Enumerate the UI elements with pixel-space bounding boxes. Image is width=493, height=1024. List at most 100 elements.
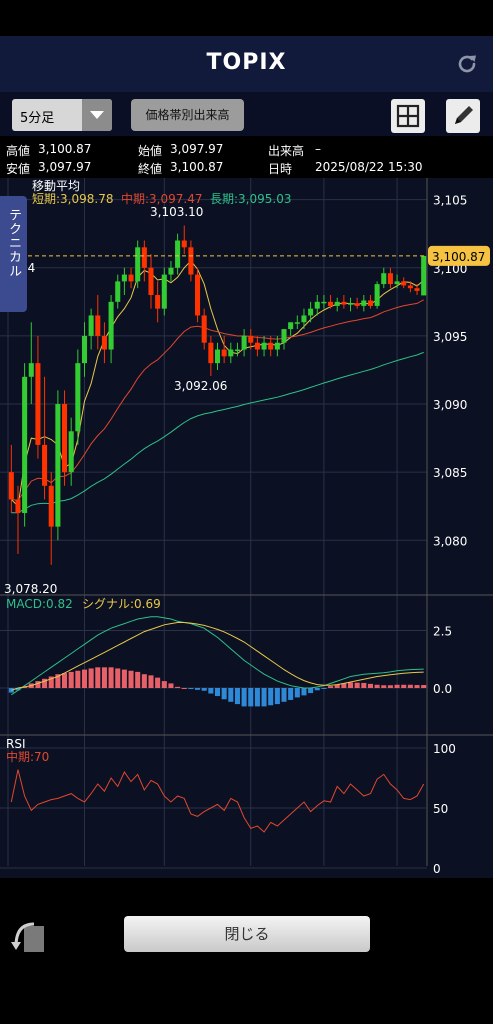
macd-histogram-bar xyxy=(121,669,127,688)
candle-body xyxy=(234,349,240,352)
long-ma-legend: 長期:3,095.03 xyxy=(210,192,291,206)
candle-body xyxy=(95,315,101,336)
candle-body xyxy=(8,472,14,500)
macd-histogram-bar xyxy=(201,688,207,691)
status-bar xyxy=(0,0,493,36)
candle-body xyxy=(35,363,41,445)
signal-line xyxy=(11,622,424,691)
candle-body xyxy=(201,315,207,343)
close-button[interactable]: 閉じる xyxy=(124,916,370,952)
candle-body xyxy=(274,342,280,350)
interval-dropdown[interactable]: 5分足 xyxy=(12,99,112,131)
chart-toolbar: 5分足 価格帯別出来高 xyxy=(0,92,493,136)
candle-body xyxy=(55,404,61,527)
open-value: 3,097.97 xyxy=(170,142,224,156)
macd-histogram-bar xyxy=(214,688,221,697)
candle-body xyxy=(115,281,121,302)
volume-value: – xyxy=(315,142,321,156)
macd-histogram-bar xyxy=(374,684,380,688)
macd-histogram-bar xyxy=(241,688,247,707)
macd-histogram-bar xyxy=(328,686,334,688)
macd-histogram-bar xyxy=(75,670,81,688)
macd-histogram-bar xyxy=(221,688,227,700)
macd-histogram-bar xyxy=(141,674,147,688)
candle-body xyxy=(141,247,147,268)
macd-histogram-bar xyxy=(314,688,320,691)
macd-histogram-bar xyxy=(347,682,354,688)
macd-histogram-bar xyxy=(274,688,280,705)
candle-body xyxy=(241,335,247,350)
macd-histogram-bar xyxy=(387,685,393,688)
high-label: 高値 xyxy=(6,144,31,158)
candle-body xyxy=(341,301,347,305)
candle-body xyxy=(414,288,420,291)
bottom-bar: 閉じる xyxy=(0,900,493,1024)
last-price-label: 3,100.87 xyxy=(432,250,485,264)
candle-body xyxy=(42,444,48,486)
candle-body xyxy=(268,342,274,350)
candle-body xyxy=(48,485,54,527)
macd-histogram-bar xyxy=(175,686,181,688)
candle-body xyxy=(128,274,134,282)
low-mid-price-label: 3,092.06 xyxy=(174,379,227,393)
candle-body xyxy=(101,335,107,350)
long-ma-line xyxy=(11,351,424,514)
rsi-tick-label: 50 xyxy=(433,802,448,816)
chart-area[interactable]: 3,1053,1003,0953,0903,0853,0803,100.87移動… xyxy=(0,178,493,878)
draw-button[interactable] xyxy=(446,99,480,133)
candle-body xyxy=(328,301,334,306)
macd-histogram-bar xyxy=(42,678,48,688)
macd-histogram-bar xyxy=(181,688,187,689)
price-tick-label: 3,095 xyxy=(433,330,467,344)
candle-body xyxy=(308,308,314,316)
macd-histogram-bar xyxy=(361,682,367,688)
close-value: 3,100.87 xyxy=(170,160,224,174)
candle-body xyxy=(294,322,300,324)
macd-histogram-bar xyxy=(188,688,194,689)
time-value: 2025/08/22 15:30 xyxy=(315,160,423,174)
low-value: 3,097.97 xyxy=(38,160,92,174)
candle-body xyxy=(334,301,340,306)
back-icon[interactable] xyxy=(10,920,48,954)
macd-histogram-bar xyxy=(95,667,101,688)
candle-body xyxy=(148,267,154,296)
macd-histogram-bar xyxy=(308,688,314,694)
candle-body xyxy=(195,274,201,316)
macd-histogram-bar xyxy=(301,688,307,696)
chevron-down-icon xyxy=(82,99,112,131)
macd-histogram-bar xyxy=(88,668,94,688)
macd-histogram-bar xyxy=(268,688,274,706)
macd-histogram-bar xyxy=(407,684,413,688)
candle-body xyxy=(88,315,94,336)
candle-body xyxy=(387,273,393,285)
rsi-line xyxy=(10,769,425,833)
refresh-icon[interactable] xyxy=(455,52,479,76)
macd-histogram-bar xyxy=(62,673,68,688)
close-label: 終値 xyxy=(138,162,163,176)
grid-button[interactable] xyxy=(391,99,425,133)
macd-histogram-bar xyxy=(281,688,287,702)
mid-ma-line xyxy=(11,299,424,502)
candle-body xyxy=(321,301,327,304)
candle-body xyxy=(288,322,294,330)
low-label: 安値 xyxy=(6,162,31,176)
macd-histogram-bar xyxy=(15,688,21,691)
high-value: 3,100.87 xyxy=(38,142,92,156)
technical-tab[interactable]: テクニカル xyxy=(0,196,27,312)
macd-histogram-bar xyxy=(55,674,61,688)
volume-profile-button[interactable]: 価格帯別出来高 xyxy=(131,99,244,131)
candle-body xyxy=(62,404,68,473)
candle-body xyxy=(407,285,413,289)
macd-histogram-bar xyxy=(35,681,41,688)
pencil-icon xyxy=(455,106,473,124)
chart-background xyxy=(0,178,493,878)
candle-body xyxy=(401,281,407,286)
candle-body xyxy=(121,274,127,282)
candle-body xyxy=(208,342,214,364)
candle-body xyxy=(367,300,373,306)
ma-title: 移動平均 xyxy=(32,179,80,193)
candle-body xyxy=(248,335,254,343)
time-label: 日時 xyxy=(268,162,293,176)
macd-histogram-bar xyxy=(334,684,340,688)
candle-body xyxy=(214,349,221,364)
